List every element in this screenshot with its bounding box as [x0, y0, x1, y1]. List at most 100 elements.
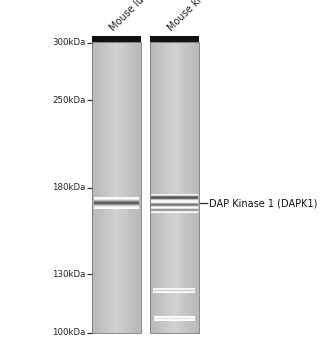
Bar: [166, 42, 167, 332]
Bar: [196, 42, 197, 332]
Bar: [182, 42, 183, 332]
Bar: [116, 42, 117, 332]
Bar: [150, 42, 199, 332]
Bar: [172, 42, 173, 332]
Bar: [153, 42, 154, 332]
Bar: [121, 42, 122, 332]
Bar: [130, 42, 131, 332]
Text: DAP Kinase 1 (DAPK1): DAP Kinase 1 (DAPK1): [209, 198, 318, 208]
Text: 180kDa: 180kDa: [52, 183, 86, 192]
Bar: [161, 42, 162, 332]
Bar: [118, 42, 119, 332]
Bar: [160, 42, 161, 332]
Bar: [155, 42, 156, 332]
Bar: [156, 42, 157, 332]
Bar: [140, 42, 141, 332]
Bar: [114, 42, 115, 332]
Bar: [124, 42, 125, 332]
Bar: [129, 42, 130, 332]
Bar: [113, 42, 114, 332]
Bar: [120, 42, 121, 332]
Bar: [154, 42, 155, 332]
Text: 100kDa: 100kDa: [52, 328, 86, 337]
Bar: [179, 42, 180, 332]
Bar: [188, 42, 189, 332]
Bar: [134, 42, 135, 332]
Bar: [107, 42, 108, 332]
Bar: [137, 42, 138, 332]
Bar: [106, 42, 107, 332]
Bar: [105, 42, 106, 332]
Bar: [128, 42, 129, 332]
Bar: [191, 42, 192, 332]
Bar: [97, 42, 98, 332]
Bar: [119, 42, 120, 332]
Bar: [93, 42, 94, 332]
Bar: [151, 42, 152, 332]
Bar: [159, 42, 160, 332]
Bar: [133, 42, 134, 332]
Bar: [193, 42, 194, 332]
Bar: [99, 42, 100, 332]
Text: 250kDa: 250kDa: [52, 96, 86, 105]
Bar: [115, 42, 116, 332]
Bar: [94, 42, 95, 332]
Bar: [92, 42, 141, 332]
Bar: [117, 42, 118, 332]
Bar: [168, 42, 169, 332]
Bar: [173, 42, 174, 332]
Bar: [103, 42, 104, 332]
Bar: [163, 42, 164, 332]
Bar: [111, 42, 112, 332]
Bar: [164, 42, 165, 332]
Bar: [128, 42, 129, 332]
Bar: [174, 42, 175, 332]
Bar: [157, 42, 158, 332]
Bar: [150, 42, 151, 332]
Bar: [101, 42, 102, 332]
Bar: [122, 42, 123, 332]
Bar: [112, 42, 113, 332]
Bar: [197, 42, 198, 332]
Bar: [198, 42, 199, 332]
Bar: [109, 42, 110, 332]
Bar: [167, 42, 168, 332]
Bar: [96, 42, 97, 332]
Bar: [192, 42, 193, 332]
Bar: [123, 42, 124, 332]
Bar: [108, 42, 109, 332]
Bar: [177, 42, 178, 332]
Bar: [150, 36, 199, 42]
Bar: [100, 42, 101, 332]
Bar: [187, 42, 188, 332]
Bar: [158, 42, 159, 332]
Bar: [162, 42, 163, 332]
Bar: [135, 42, 136, 332]
Bar: [190, 42, 191, 332]
Bar: [180, 42, 181, 332]
Text: Mouse kidney: Mouse kidney: [166, 0, 220, 33]
Bar: [194, 42, 195, 332]
Bar: [185, 42, 186, 332]
Text: 130kDa: 130kDa: [52, 270, 86, 279]
Bar: [104, 42, 105, 332]
Bar: [131, 42, 132, 332]
Bar: [110, 42, 111, 332]
Bar: [181, 42, 182, 332]
Bar: [132, 42, 133, 332]
Text: Mouse lung: Mouse lung: [108, 0, 154, 33]
Bar: [92, 36, 141, 42]
Bar: [175, 42, 176, 332]
Bar: [95, 42, 96, 332]
Bar: [176, 42, 177, 332]
Bar: [169, 42, 170, 332]
Bar: [189, 42, 190, 332]
Bar: [195, 42, 196, 332]
Bar: [125, 42, 126, 332]
Bar: [184, 42, 185, 332]
Bar: [183, 42, 184, 332]
Bar: [98, 42, 99, 332]
Text: 300kDa: 300kDa: [52, 38, 86, 47]
Bar: [126, 42, 127, 332]
Bar: [127, 42, 128, 332]
